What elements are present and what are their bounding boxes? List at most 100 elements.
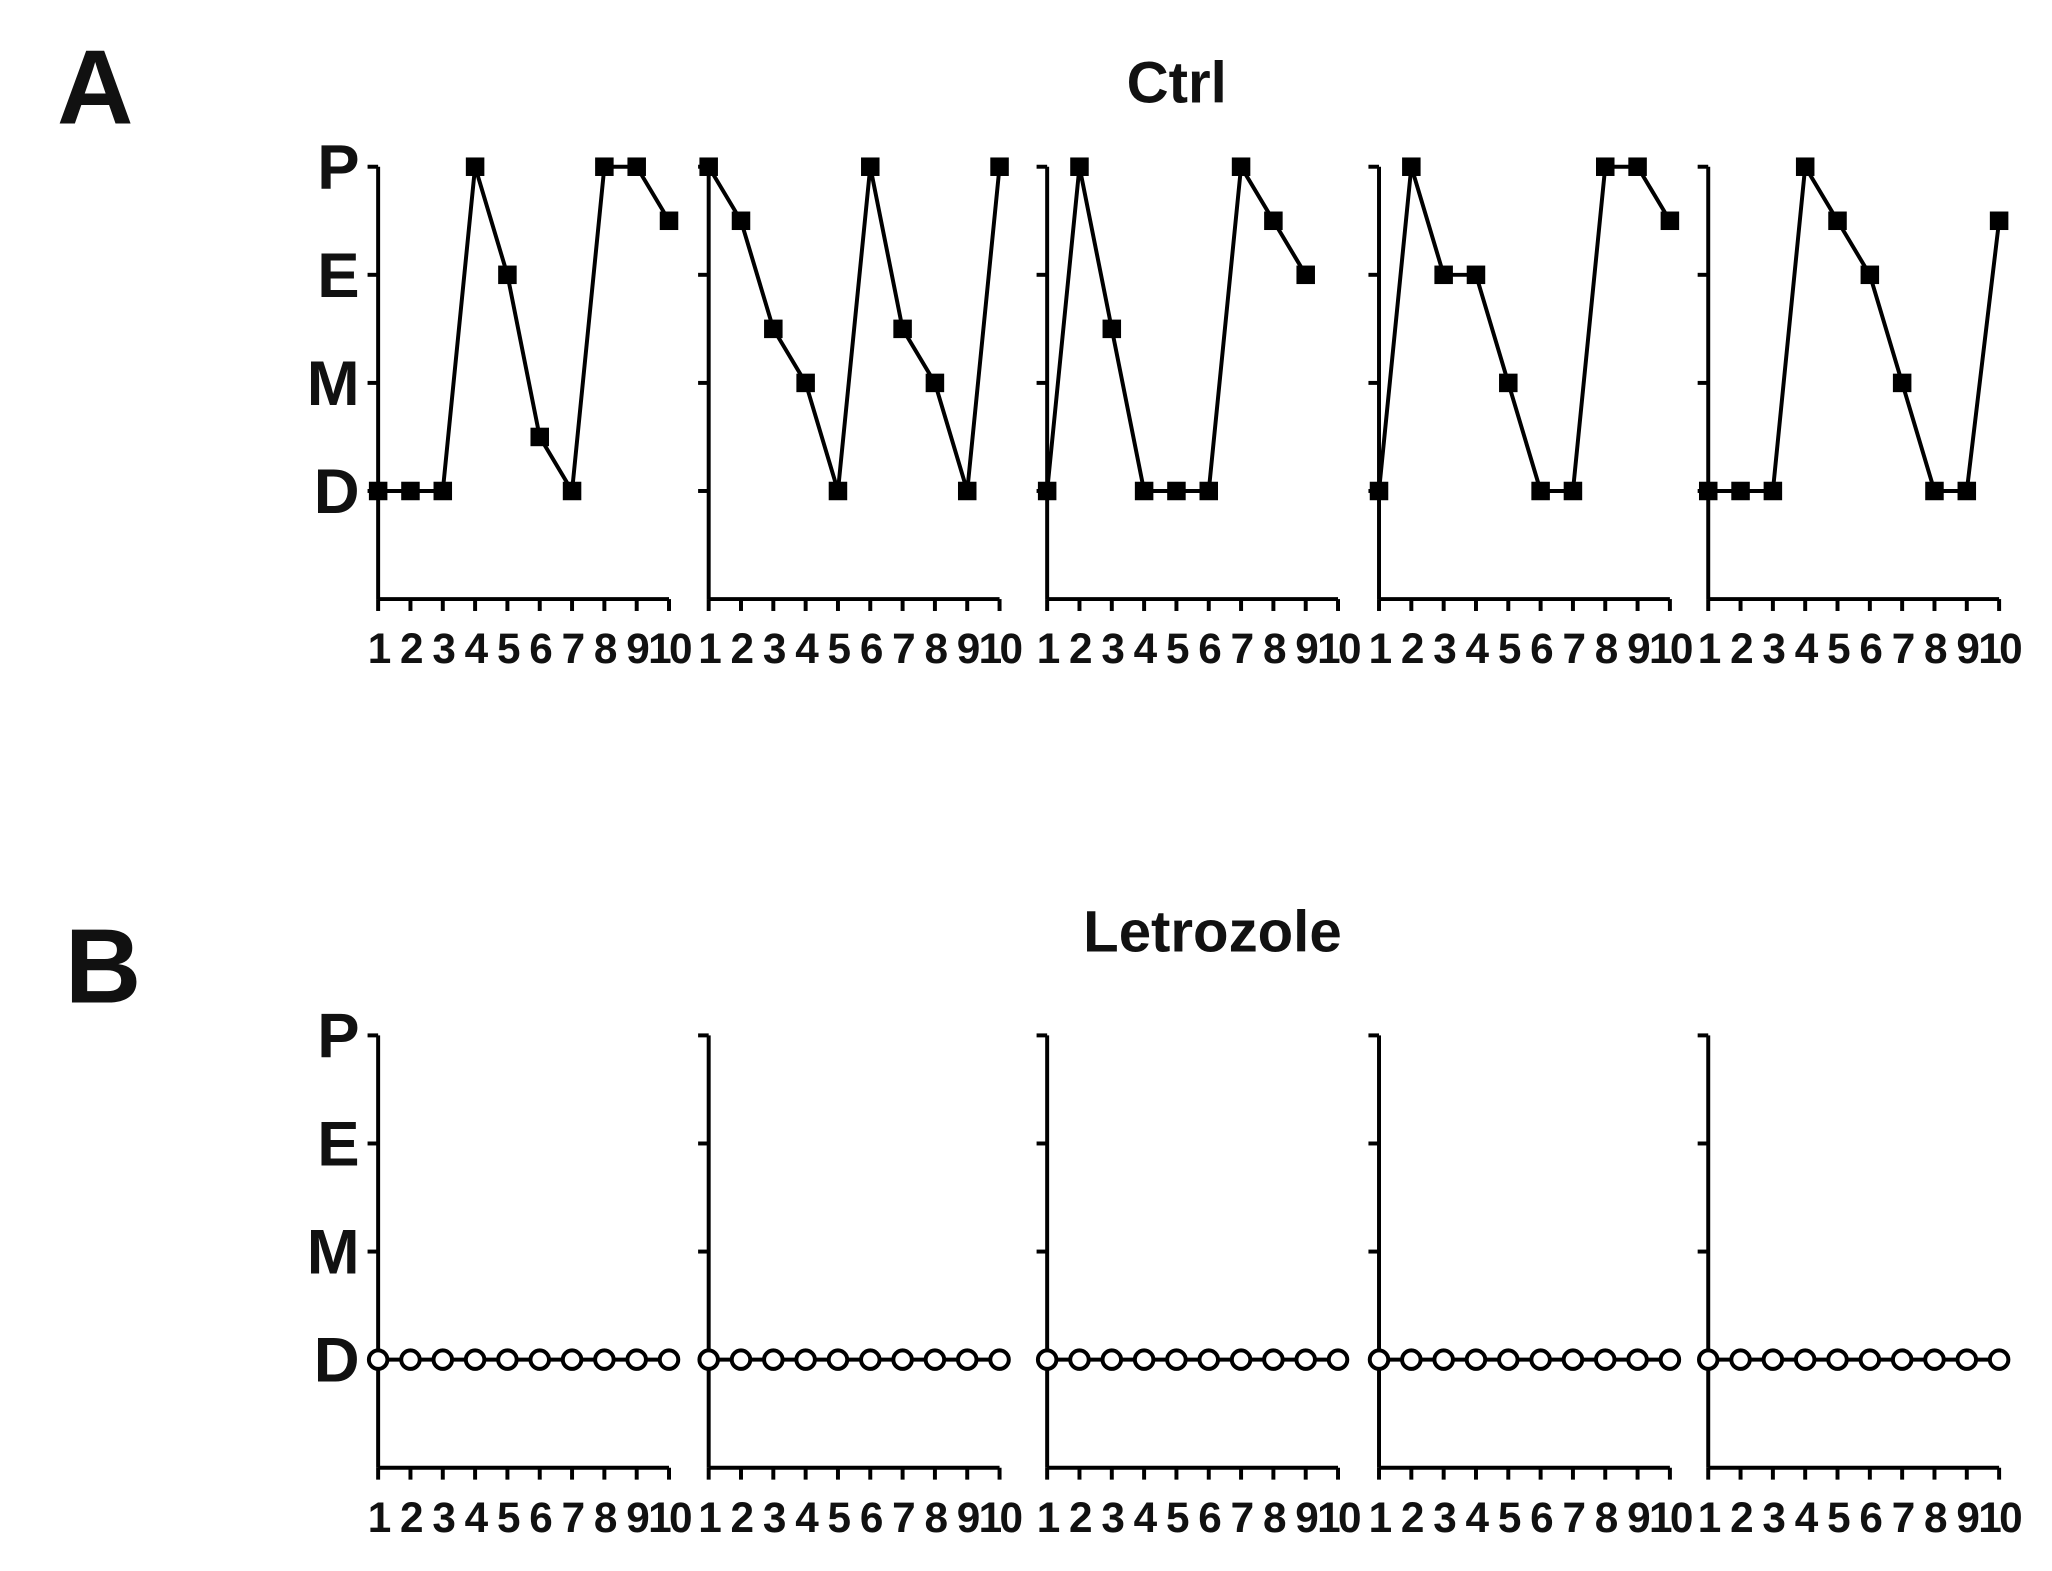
point: [1264, 211, 1283, 231]
point: [731, 211, 751, 231]
series-line: [1377, 164, 1672, 493]
x-tick-label: 6: [529, 1494, 551, 1541]
point: [1563, 481, 1583, 501]
x-tick-label: 4: [1795, 1494, 1819, 1541]
x-tick-label: 3: [1101, 1494, 1123, 1541]
x-tick-label: 10: [979, 625, 1022, 672]
point: [1658, 1348, 1682, 1371]
point: [1497, 1348, 1520, 1371]
x-tick-label: 1: [368, 1494, 391, 1541]
x-tick-label: 9: [1295, 1494, 1317, 1541]
x-tick-label: 9: [1295, 625, 1317, 672]
x-tick-label: 9: [626, 625, 648, 672]
x-tick-label: 7: [1892, 1494, 1914, 1541]
x-tick-label: 6: [1859, 625, 1881, 672]
x-tick-label: 6: [860, 1494, 882, 1541]
point: [925, 373, 945, 393]
point: [1795, 157, 1815, 176]
x-tick-label: 5: [1498, 1494, 1521, 1541]
point: [399, 1348, 422, 1371]
point: [1561, 1348, 1585, 1371]
x-tick-label: 7: [562, 625, 584, 672]
point: [1925, 481, 1944, 501]
point: [1955, 1348, 1979, 1371]
point: [1367, 1348, 1391, 1371]
point: [828, 481, 848, 501]
point: [1761, 1348, 1785, 1371]
x-tick-label: 5: [497, 625, 520, 672]
x-tick-label: 2: [1730, 1494, 1752, 1541]
x-tick-label: 1: [1369, 1494, 1392, 1541]
point: [657, 1348, 681, 1371]
y-tick-label: M: [307, 1218, 360, 1288]
x-tick-label: 3: [1762, 625, 1784, 672]
point: [530, 427, 549, 447]
point: [366, 1348, 390, 1371]
point: [1529, 1348, 1552, 1371]
x-tick-label: 5: [497, 1494, 520, 1541]
point: [431, 1348, 455, 1371]
x-tick-label: 1: [1369, 625, 1392, 672]
point: [1037, 481, 1057, 501]
x-tick-label: 2: [731, 1494, 753, 1541]
point: [1890, 1348, 1914, 1371]
point: [465, 157, 485, 176]
x-tick-label: 9: [1627, 1494, 1649, 1541]
x-tick-label: 4: [1466, 1494, 1490, 1541]
x-tick-label: 9: [1627, 625, 1649, 672]
y-tick-label: E: [317, 241, 359, 311]
x-tick-label: 4: [1466, 625, 1490, 672]
point: [1134, 481, 1154, 501]
point: [528, 1348, 551, 1371]
x-tick-label: 4: [1795, 625, 1819, 672]
x-tick-label: 6: [1198, 1494, 1220, 1541]
x-tick-label: 7: [1231, 1494, 1253, 1541]
point: [1860, 265, 1880, 285]
point: [923, 1348, 947, 1371]
point: [955, 1348, 979, 1371]
point: [988, 1348, 1011, 1371]
x-tick-label: 2: [400, 1494, 422, 1541]
point: [1793, 1348, 1817, 1371]
y-tick-label: E: [317, 1110, 359, 1180]
x-tick-label: 2: [400, 625, 422, 672]
point: [1197, 1348, 1220, 1371]
x-tick-label: 7: [892, 1494, 914, 1541]
x-tick-label: 9: [957, 625, 979, 672]
point: [893, 319, 912, 339]
x-tick-label: 4: [1134, 1494, 1158, 1541]
point: [625, 1348, 648, 1371]
x-tick-label: 5: [1166, 625, 1189, 672]
x-tick-label: 1: [1698, 625, 1721, 672]
point: [957, 481, 977, 501]
point: [699, 157, 718, 176]
point: [1892, 373, 1912, 393]
y-tick-label: M: [307, 349, 360, 419]
x-tick-label: 5: [828, 625, 851, 672]
x-tick-label: 7: [892, 625, 914, 672]
point: [496, 1348, 519, 1371]
x-tick-label: 7: [562, 1494, 584, 1541]
point: [762, 1348, 785, 1371]
point: [796, 373, 815, 393]
point: [1626, 1348, 1649, 1371]
x-tick-label: 3: [763, 1494, 785, 1541]
x-tick-label: 3: [1762, 1494, 1784, 1541]
x-tick-label: 4: [465, 1494, 489, 1541]
x-tick-label: 4: [795, 1494, 819, 1541]
point: [433, 481, 453, 501]
x-tick-label: 2: [1401, 625, 1423, 672]
x-tick-label: 1: [1037, 625, 1060, 672]
point: [1167, 481, 1186, 501]
chart-title: Letrozole: [1083, 900, 1342, 965]
point: [1199, 481, 1219, 501]
x-tick-label: 10: [1317, 625, 1360, 672]
x-tick-label: 9: [957, 1494, 979, 1541]
point: [560, 1348, 584, 1371]
point: [627, 157, 646, 176]
x-tick-label: 1: [1037, 1494, 1060, 1541]
point: [498, 265, 517, 285]
point: [1035, 1348, 1059, 1371]
